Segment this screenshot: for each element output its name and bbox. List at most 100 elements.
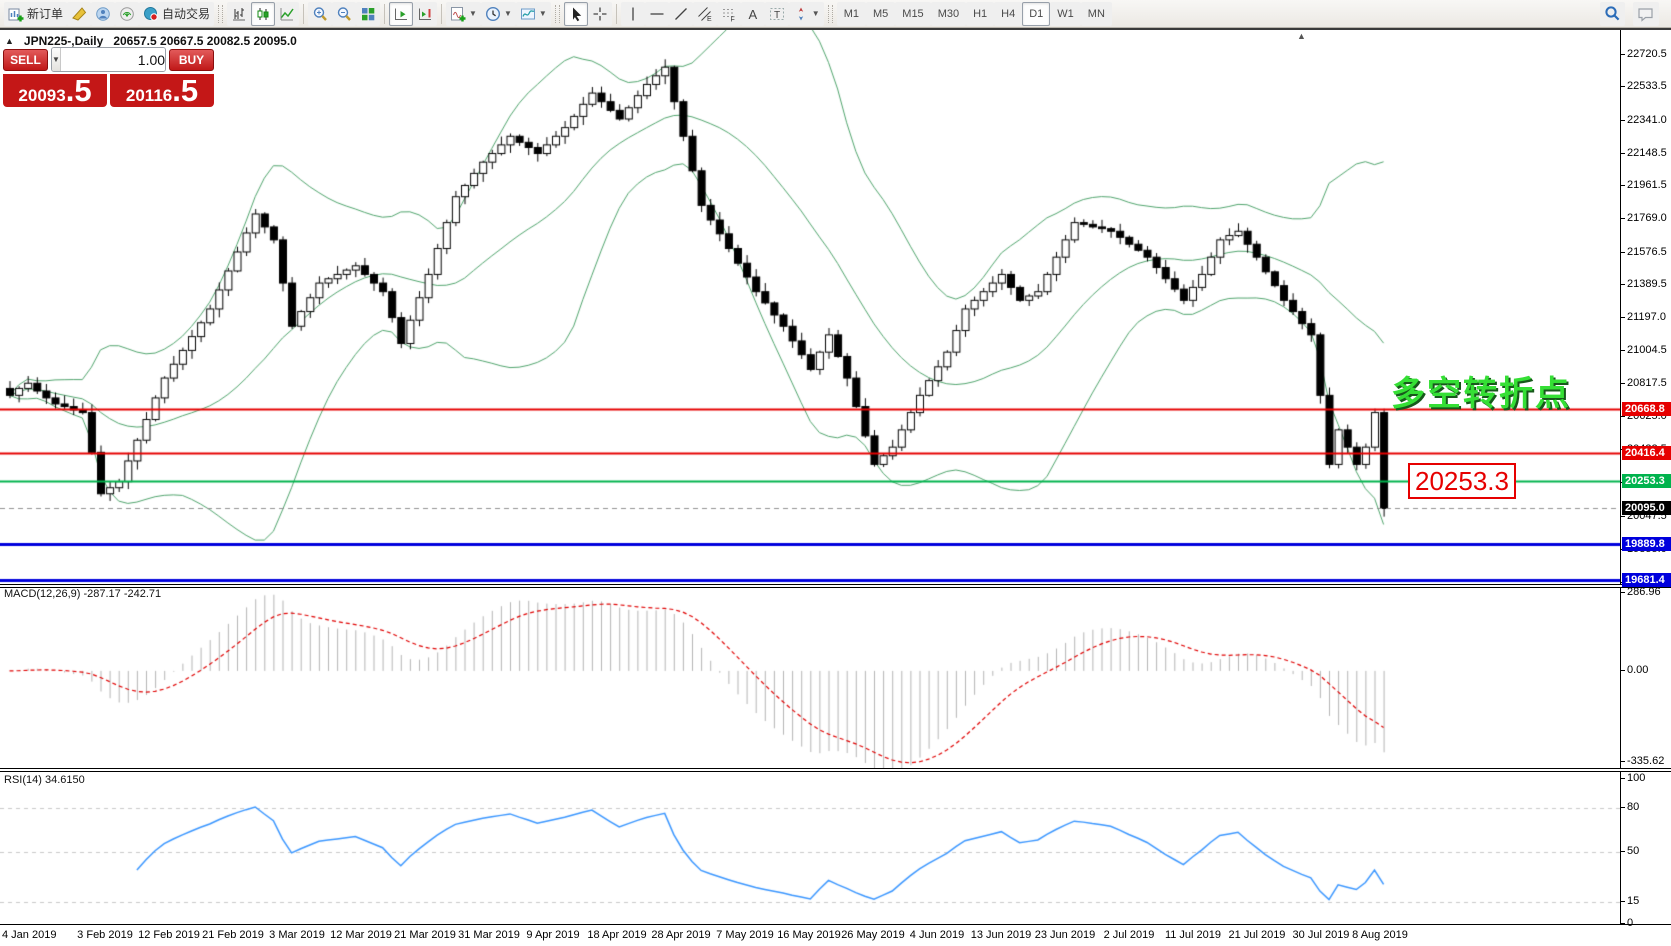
axis-tick-label: 20817.5 (1620, 376, 1667, 389)
chevron-down-icon: ▼ (503, 9, 512, 18)
level-price-label: 20416.4 (1622, 445, 1671, 460)
one-click-trade-panel: SELL ▼ ▲ BUY 20093 .5 20116 .5 (3, 47, 214, 107)
rsi-indicator-canvas[interactable] (0, 771, 1620, 925)
chevron-down-icon: ▼ (538, 9, 547, 18)
axis-tick-label: 80 (1619, 801, 1640, 813)
text-icon: A (745, 6, 761, 22)
timeframe-button-w1[interactable]: W1 (1050, 1, 1081, 26)
date-tick-label: 28 Apr 2019 (651, 929, 711, 941)
chat-button[interactable] (1633, 1, 1659, 26)
volume-stepper: ▼ ▲ (51, 47, 166, 72)
autotrading-button[interactable]: 自动交易 (139, 1, 215, 26)
main-chart-canvas[interactable] (0, 30, 1620, 585)
axis-tick-label: 286.96 (1620, 586, 1661, 598)
search-icon (1604, 5, 1621, 22)
date-tick-label: 16 May 2019 (777, 929, 841, 941)
buy-button[interactable]: BUY (169, 49, 214, 71)
buy-price-display[interactable]: 20116 .5 (110, 74, 214, 107)
text-label-button[interactable]: T (764, 1, 789, 26)
candlestick-chart-icon (255, 6, 271, 22)
text-button[interactable]: A (740, 1, 765, 26)
timeframe-button-m5[interactable]: M5 (866, 1, 896, 26)
template-button[interactable]: ▼ (515, 1, 551, 26)
axis-tick-label: 22533.5 (1620, 80, 1667, 93)
equidistant-channel-button[interactable]: E (692, 1, 717, 26)
axis-tick-label: 0 (1619, 917, 1634, 929)
date-tick-label: 4 Jan 2019 (2, 929, 57, 941)
sell-button[interactable]: SELL (3, 49, 48, 71)
timeframe-button-d1[interactable]: D1 (1022, 1, 1051, 26)
toolbar-separator (441, 3, 443, 24)
sell-price-int: 20093 (18, 86, 66, 105)
timeframe-button-m15[interactable]: M15 (895, 1, 931, 26)
date-tick-label: 12 Mar 2019 (330, 929, 392, 941)
svg-text:E: E (707, 16, 712, 22)
timeframe-button-m30[interactable]: M30 (930, 1, 967, 26)
new-order-button[interactable]: 新订单 (4, 1, 68, 26)
equidistant-channel-icon: E (697, 6, 713, 22)
date-tick-label: 4 Jun 2019 (909, 929, 965, 941)
axis-tick-label: 21576.5 (1620, 245, 1667, 258)
axis-tick-label: 21769.0 (1620, 212, 1667, 225)
axis-tick-label: 21961.5 (1620, 179, 1667, 192)
axis-tick-label: 50 (1619, 844, 1640, 857)
crosshair-button[interactable] (587, 1, 612, 26)
search-button[interactable] (1600, 1, 1625, 26)
date-tick-label: 9 Apr 2019 (526, 929, 580, 941)
chart-header: ▲ JPN225-,Daily 20657.5 20667.5 20082.5 … (5, 34, 297, 48)
date-tick-label: 23 Jun 2019 (1034, 929, 1096, 941)
periods-button[interactable]: ▼ (480, 1, 516, 26)
volume-input[interactable] (60, 48, 165, 71)
svg-text:T: T (774, 10, 780, 21)
chart-shift-marker: ▲ (1297, 31, 1306, 41)
date-tick-label: 8 Aug 2019 (1352, 929, 1408, 941)
zoom-in-button[interactable] (308, 1, 333, 26)
publisher-button[interactable] (91, 1, 116, 26)
auto-scroll-button[interactable] (389, 1, 414, 26)
text-label-icon: T (769, 6, 785, 22)
chat-icon (1637, 6, 1655, 22)
buy-price-int: 20116 (125, 86, 173, 105)
cursor-button[interactable] (563, 1, 588, 26)
zoom-out-button[interactable] (332, 1, 357, 26)
panel-divider[interactable] (0, 584, 1671, 588)
styler-button[interactable] (67, 1, 92, 26)
signals-button[interactable] (115, 1, 140, 26)
cursor-icon (568, 6, 584, 22)
add-indicator-button[interactable]: ▼ (446, 1, 481, 26)
line-chart-icon (279, 6, 295, 22)
toolbar-separator (303, 3, 305, 24)
vertical-line-button[interactable] (620, 1, 645, 26)
fibonacci-button[interactable]: F (716, 1, 741, 26)
horizontal-line-icon (649, 6, 665, 22)
tile-windows-button[interactable] (356, 1, 381, 26)
sell-price-display[interactable]: 20093 .5 (3, 74, 107, 107)
autotrading-icon (143, 6, 159, 22)
candlestick-chart-button[interactable] (251, 1, 276, 26)
axis-tick-label: 22148.5 (1620, 146, 1667, 159)
current-price-label: 20095.0 (1622, 501, 1671, 516)
price-callout-box: 20253.3 (1408, 463, 1516, 499)
panel-divider[interactable] (0, 768, 1671, 772)
horizontal-line-button[interactable] (644, 1, 669, 26)
arrows-button[interactable]: ▼ (788, 1, 824, 26)
collapse-panel-arrow[interactable]: ▲ (5, 36, 14, 46)
svg-text:F: F (730, 16, 734, 22)
fibonacci-icon: F (721, 6, 737, 22)
chart-shift-button[interactable] (413, 1, 438, 26)
axis-tick-label: 100 (1619, 772, 1646, 784)
bar-chart-button[interactable] (227, 1, 252, 26)
line-chart-button[interactable] (275, 1, 300, 26)
timeframe-button-h4[interactable]: H4 (994, 1, 1023, 26)
chevron-down-icon: ▼ (811, 9, 820, 18)
chevron-down-icon: ▼ (469, 9, 477, 18)
trendline-button[interactable] (668, 1, 693, 26)
timeframe-button-m1[interactable]: M1 (836, 1, 866, 26)
timeframe-button-h1[interactable]: H1 (966, 1, 995, 26)
macd-indicator-canvas[interactable] (0, 585, 1620, 771)
timeframe-button-mn[interactable]: MN (1080, 1, 1112, 26)
volume-decrease-button[interactable]: ▼ (52, 48, 61, 71)
publisher-icon (95, 6, 111, 22)
crosshair-icon (592, 6, 608, 22)
ohlc-readout: 20657.5 20667.5 20082.5 20095.0 (113, 34, 297, 48)
